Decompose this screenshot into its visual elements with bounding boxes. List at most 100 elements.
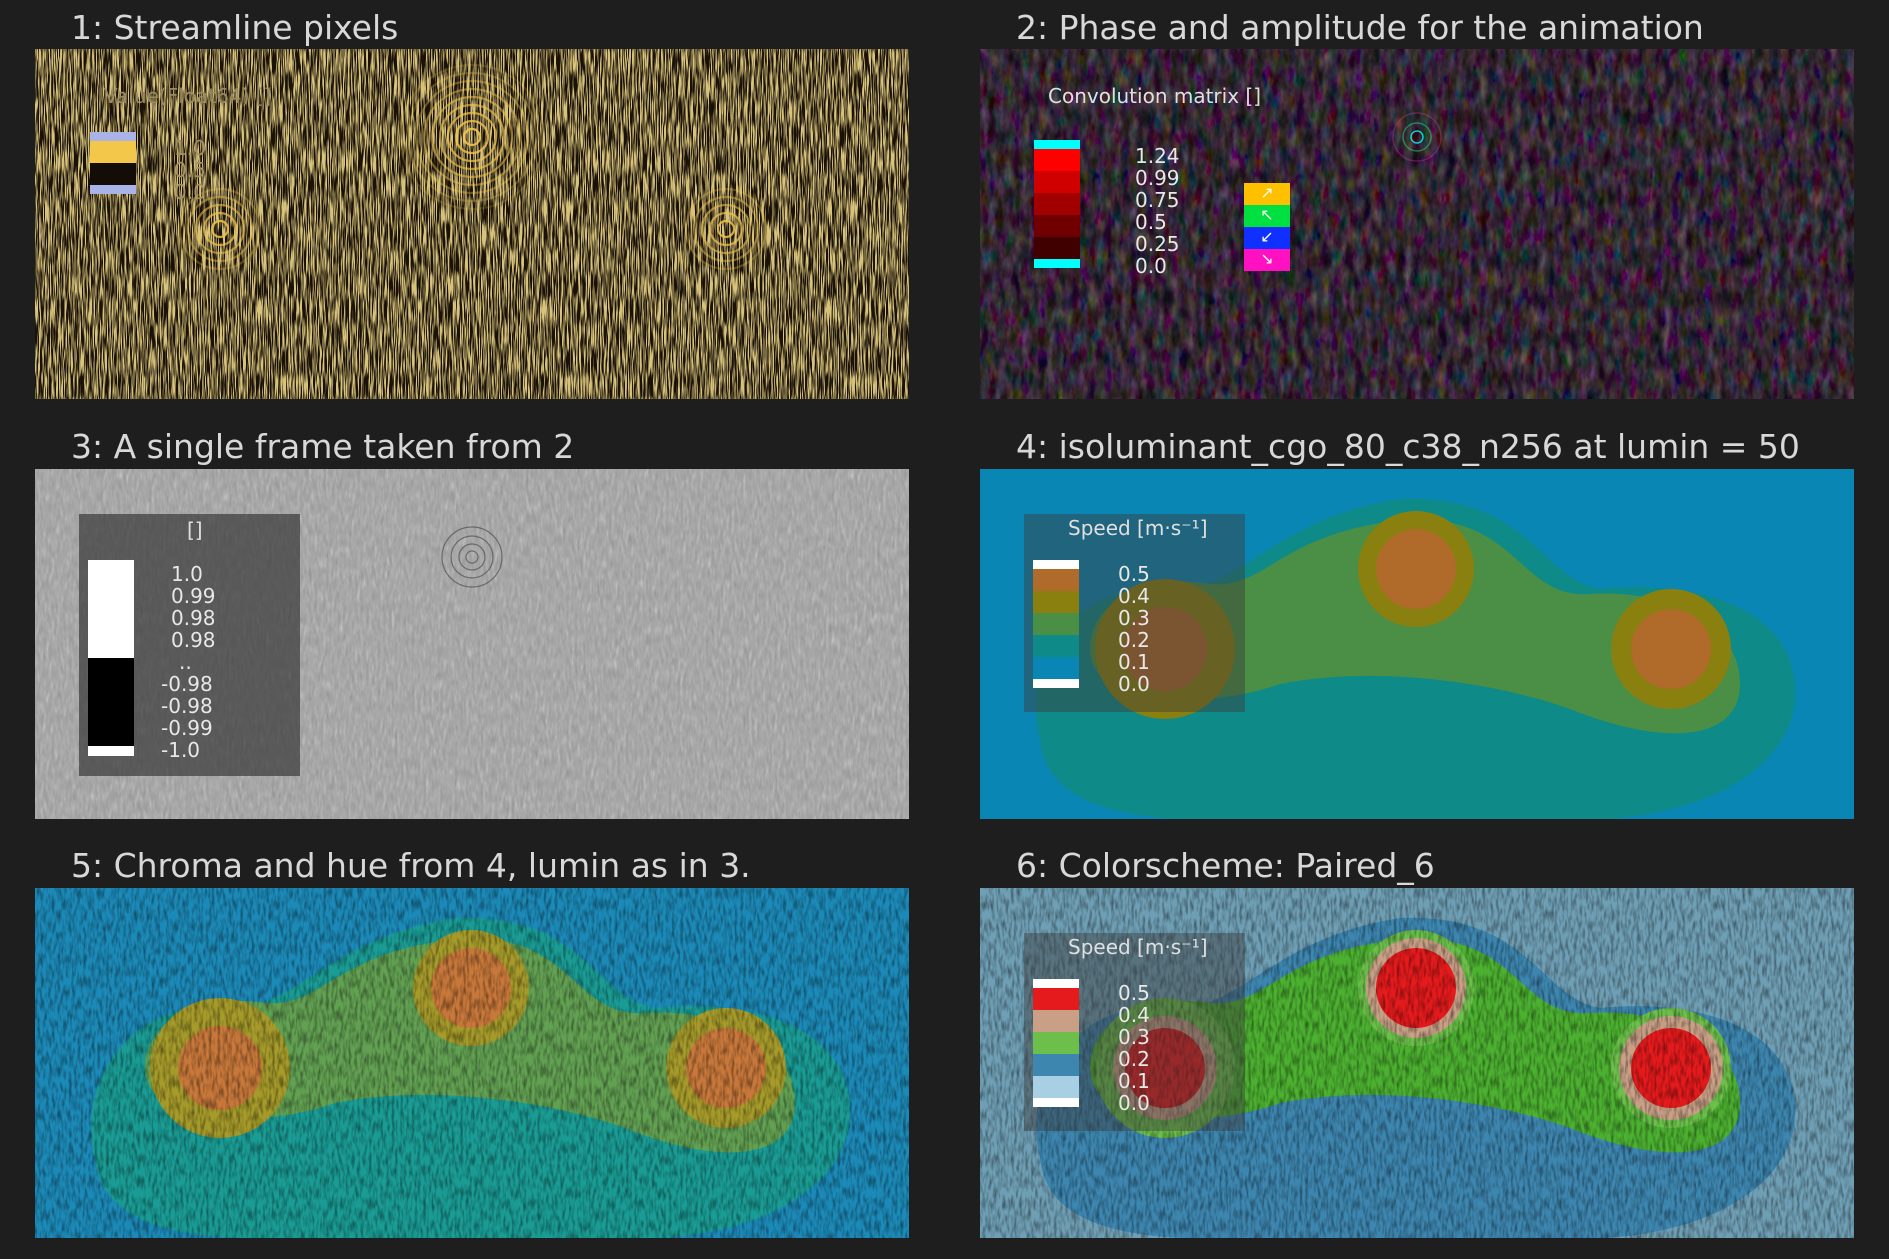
legend-tick: 0.5 [1118, 562, 1150, 586]
direction-arrow-icon: ↘ [1244, 249, 1290, 271]
swirl-ring [700, 203, 752, 255]
legend-swatch [1034, 171, 1080, 193]
legend-tick: 0.25 [1135, 232, 1180, 256]
swirl-ring [462, 127, 482, 147]
legend-tick: 0.1 [1118, 650, 1150, 674]
phase-amplitude-image [980, 49, 1854, 399]
swirl-ring [422, 87, 522, 187]
swirl-ring [202, 211, 238, 247]
legend-swatch-bottom [90, 185, 136, 194]
legend-swatch [1033, 679, 1079, 688]
swirl-ring [430, 95, 514, 179]
legend-swatch [1034, 193, 1080, 215]
chroma-hue-image [35, 888, 909, 1238]
panel-3-single-frame: [] 1.0 0.99 0.98 0.98 .. -0.98 -0.98 -0.… [35, 469, 909, 819]
legend-swatch [1033, 613, 1079, 635]
legend-tick: 0.99 [1135, 166, 1180, 190]
legend-tick: 0.0 [1118, 672, 1150, 696]
legend-swatch [1034, 140, 1080, 149]
legend-title: Value(Float64) [] [104, 84, 272, 108]
legend-tick: .. [179, 650, 192, 674]
legend-tick: 0.75 [1135, 188, 1180, 212]
legend-swatch [1033, 569, 1079, 591]
legend-tick: 0.5 [174, 158, 206, 182]
legend-tick: 0.4 [1118, 584, 1150, 608]
panel-4-isoluminant: Speed [m·s⁻¹] 0.5 0.4 0.3 0.2 0.1 0.0 [980, 469, 1854, 819]
legend-tick: 0.3 [1118, 1025, 1150, 1049]
legend-swatch [1033, 1010, 1079, 1032]
legend-tick: -0.98 [161, 672, 213, 696]
legend-swatch [1034, 149, 1080, 171]
legend-tick: 1.0 [174, 136, 206, 160]
legend-swatch [1033, 1032, 1079, 1054]
swirl-ring [438, 103, 506, 171]
panel-2-title: 2: Phase and amplitude for the animation [1016, 8, 1704, 47]
direction-arrow-icon: ↖ [1244, 205, 1290, 227]
panel-6-paired: Speed [m·s⁻¹] 0.5 0.4 0.3 0.2 0.1 0.0 [980, 888, 1854, 1238]
swirl-ring [454, 119, 490, 155]
legend-tick: 0.98 [171, 628, 216, 652]
swirl-ring [210, 219, 230, 239]
legend-tick: 0.2 [1118, 628, 1150, 652]
legend-tick: 0.0 [174, 180, 206, 204]
legend-swatch-top [90, 132, 136, 141]
swirl-ring [716, 219, 736, 239]
swirl-ring [446, 111, 498, 163]
legend-tick: 0.5 [1118, 981, 1150, 1005]
paired-colorscheme-image [980, 888, 1854, 1238]
legend-frame: [] 1.0 0.99 0.98 0.98 .. -0.98 -0.98 -0.… [79, 514, 300, 776]
legend-swatch-low [90, 163, 136, 185]
legend-speed: Speed [m·s⁻¹] 0.5 0.4 0.3 0.2 0.1 0.0 [1024, 514, 1245, 712]
legend-swatch-white [88, 560, 134, 658]
legend-tick: 0.3 [1118, 606, 1150, 630]
legend-tick: -1.0 [161, 738, 201, 762]
legend-tick: -0.99 [161, 716, 213, 740]
legend-tick: 0.2 [1118, 1047, 1150, 1071]
legend-swatch [1033, 657, 1079, 679]
legend-tick: 0.0 [1118, 1091, 1150, 1115]
legend-tick: 0.4 [1118, 1003, 1150, 1027]
legend-swatch-black [88, 658, 134, 746]
swirl-ring [398, 63, 546, 211]
legend-title: Speed [m·s⁻¹] [1068, 516, 1208, 540]
speed-contour-image [980, 469, 1854, 819]
panel-4-title: 4: isoluminant_cgo_80_c38_n256 at lumin … [1016, 427, 1800, 466]
swirl-ring [414, 79, 530, 195]
direction-arrow-icon: ↙ [1244, 227, 1290, 249]
legend-swatch-bottom [88, 746, 134, 756]
legend-swatch [1033, 1098, 1079, 1107]
legend-swatch [1034, 259, 1080, 268]
swirl-ring [692, 195, 760, 263]
legend-swatch [1034, 215, 1080, 237]
panel-1-title: 1: Streamline pixels [71, 8, 399, 47]
panel-3-title: 3: A single frame taken from 2 [71, 427, 575, 466]
legend-speed: Speed [m·s⁻¹] 0.5 0.4 0.3 0.2 0.1 0.0 [1024, 933, 1245, 1131]
legend-swatch [1034, 237, 1080, 259]
legend-tick: 0.98 [171, 606, 216, 630]
legend-swatch-high [90, 141, 136, 163]
legend-swatch [1033, 591, 1079, 613]
legend-value: Value(Float64) [] 1.0 0.5 0.0 [90, 84, 300, 264]
panel-2-phase-amplitude: Convolution matrix [] 1.24 0.99 0.75 0.5… [980, 49, 1854, 399]
legend-tick: 1.0 [171, 562, 203, 586]
panel-1-streamlines: Value(Float64) [] 1.0 0.5 0.0 [35, 49, 909, 399]
swirl-ring [708, 211, 744, 247]
swirl-ring [194, 203, 246, 255]
legend-swatch [1033, 635, 1079, 657]
legend-title: [] [187, 518, 203, 542]
swirl-ring [178, 187, 262, 271]
swirl-ring [684, 187, 768, 271]
legend-tick: 0.1 [1118, 1069, 1150, 1093]
swirl-ring [186, 195, 254, 263]
legend-convolution: Convolution matrix [] 1.24 0.99 0.75 0.5… [1030, 84, 1330, 278]
legend-tick: -0.98 [161, 694, 213, 718]
legend-tick: 0.5 [1135, 210, 1167, 234]
direction-arrow-icon: ↗ [1244, 183, 1290, 205]
panel-5-title: 5: Chroma and hue from 4, lumin as in 3. [71, 846, 751, 885]
legend-swatch [1033, 560, 1079, 569]
legend-title: Convolution matrix [] [1048, 84, 1262, 108]
legend-tick: 0.0 [1135, 254, 1167, 278]
legend-swatch [1033, 1054, 1079, 1076]
streamline-image [35, 49, 909, 399]
legend-tick: 1.24 [1135, 144, 1180, 168]
